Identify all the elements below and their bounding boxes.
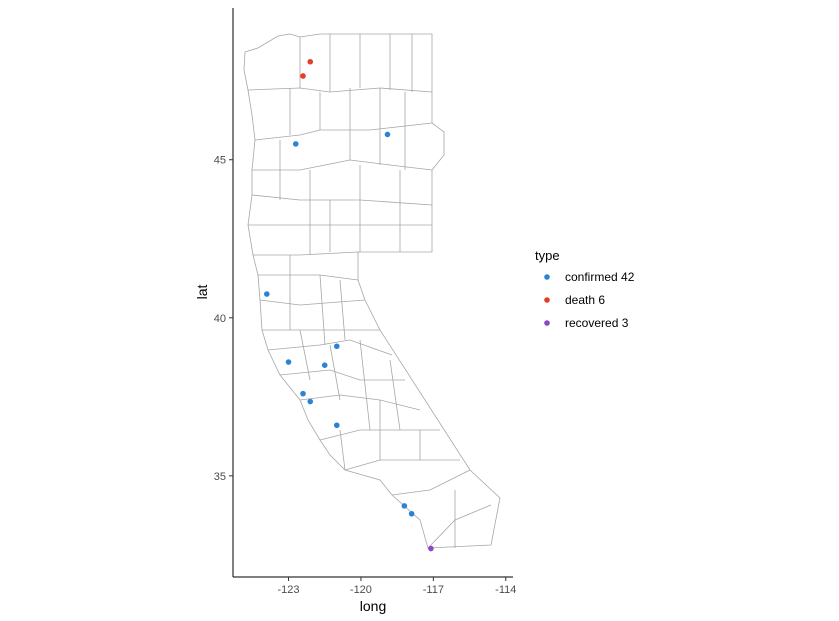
x-tick-label: -120 <box>350 584 372 596</box>
point-confirmed <box>263 291 270 297</box>
point-death <box>300 73 306 79</box>
point-confirmed <box>321 362 328 369</box>
legend-key <box>544 320 550 326</box>
point-death <box>307 58 314 65</box>
point-confirmed <box>285 359 292 365</box>
point-recovered <box>428 545 434 552</box>
y-tick-label: 40 <box>214 313 226 325</box>
point-confirmed <box>300 390 306 397</box>
county-boundaries <box>243 33 501 549</box>
x-axis-title: long <box>360 598 386 614</box>
point-confirmed <box>307 398 314 405</box>
point-confirmed <box>333 343 340 350</box>
y-tick-label: 45 <box>214 155 226 167</box>
y-tick-label: 35 <box>214 471 226 483</box>
legend-label: confirmed 42 <box>565 270 635 284</box>
point-confirmed <box>384 131 391 138</box>
x-tick-label: -117 <box>423 584 444 596</box>
x-tick-label: -114 <box>495 584 516 596</box>
legend-key <box>544 297 550 303</box>
point-confirmed <box>408 510 415 517</box>
legend-title: type <box>535 248 560 263</box>
legend-label: death 6 <box>565 293 605 307</box>
point-confirmed <box>401 503 408 509</box>
x-tick-label: -123 <box>278 584 300 596</box>
point-confirmed <box>333 422 340 429</box>
legend: type confirmed 42 death 6 recovered 3 <box>535 248 635 330</box>
point-confirmed <box>292 141 299 147</box>
y-axis-ticks: 35 40 45 <box>214 155 233 483</box>
x-axis-ticks: -123 -120 -117 -114 <box>278 577 516 596</box>
legend-label: recovered 3 <box>565 316 629 330</box>
legend-key <box>544 274 550 280</box>
y-axis-title: lat <box>194 285 210 300</box>
data-points <box>263 58 434 552</box>
